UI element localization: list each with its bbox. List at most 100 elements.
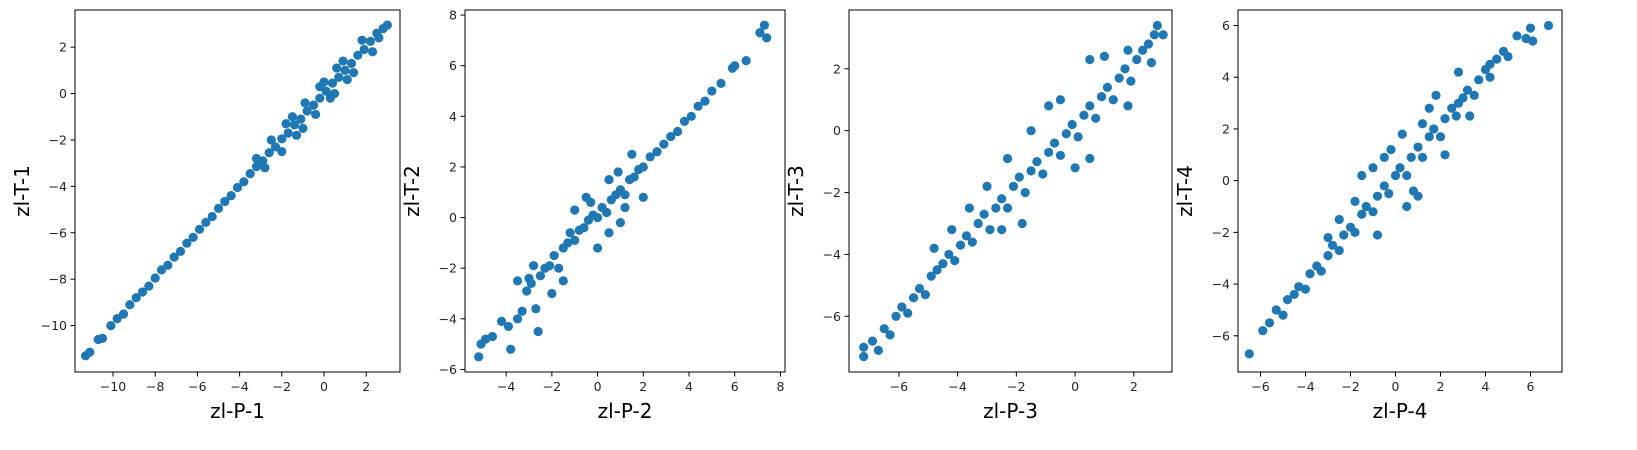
data-point <box>1384 188 1394 199</box>
data-point <box>315 81 325 92</box>
data-point <box>1126 76 1136 86</box>
data-point <box>570 235 580 245</box>
data-point <box>1026 126 1036 136</box>
x-tick-label: 8 <box>776 379 784 394</box>
x-tick-label: −4 <box>497 379 515 394</box>
data-point <box>1323 232 1333 243</box>
data-point <box>150 273 160 283</box>
data-point <box>1334 214 1344 225</box>
data-point <box>1334 245 1344 256</box>
data-point <box>1300 284 1311 294</box>
x-tick-label: 0 <box>320 379 328 394</box>
data-point <box>1339 230 1349 240</box>
data-point <box>346 58 357 68</box>
data-point <box>1372 230 1383 240</box>
data-point <box>239 177 249 187</box>
x-tick-label: 2 <box>1437 379 1445 394</box>
data-point <box>1512 31 1522 41</box>
data-point <box>1395 163 1405 173</box>
data-point <box>283 128 293 138</box>
data-point <box>1368 207 1378 217</box>
data-point <box>1327 240 1338 250</box>
scatter-points <box>474 20 772 362</box>
x-tick-label: 6 <box>731 379 739 394</box>
data-point <box>700 96 710 106</box>
data-point <box>1379 181 1389 191</box>
data-point <box>1465 111 1475 121</box>
data-point <box>604 175 614 185</box>
data-point <box>163 260 173 270</box>
data-point <box>873 345 883 355</box>
y-tick-label: −4 <box>49 179 67 194</box>
data-point <box>1528 36 1538 46</box>
data-point <box>1143 39 1154 49</box>
data-point <box>920 290 930 300</box>
data-point <box>1447 103 1457 113</box>
data-point <box>1485 72 1495 82</box>
data-point <box>201 217 211 227</box>
data-point <box>544 261 555 271</box>
data-point <box>1492 54 1502 64</box>
data-point <box>1453 67 1464 77</box>
data-point <box>1469 90 1479 100</box>
data-point <box>897 302 907 312</box>
data-point <box>1431 90 1441 100</box>
x-tick-label: −2 <box>543 379 561 394</box>
data-point <box>1099 51 1110 62</box>
data-point <box>524 273 534 283</box>
data-point <box>1049 138 1060 148</box>
data-point <box>982 181 992 191</box>
data-point <box>964 203 974 213</box>
y-tick-label: −2 <box>1212 225 1230 240</box>
data-point <box>762 33 772 43</box>
data-point <box>1408 186 1419 196</box>
y-axis-label: zl-T-2 <box>400 165 424 217</box>
data-point <box>487 331 498 342</box>
y-tick-label: −6 <box>49 225 67 240</box>
data-point <box>961 231 972 241</box>
data-point <box>512 276 523 286</box>
data-point <box>1067 119 1077 130</box>
data-point <box>1152 20 1162 31</box>
data-point <box>1271 305 1281 315</box>
axes-frame <box>74 9 401 373</box>
x-tick-label: 0 <box>1071 379 1079 394</box>
data-point <box>909 293 919 303</box>
y-tick-label: 4 <box>1222 70 1230 85</box>
y-tick-label: 2 <box>59 40 67 55</box>
y-tick-label: 0 <box>59 86 67 101</box>
data-point <box>1357 209 1367 219</box>
data-point <box>679 116 690 126</box>
data-point <box>1278 310 1288 320</box>
data-point <box>291 130 302 140</box>
subplot-4: −6 −4 −2 0 2 4 6 −6 −4 −2 0 2 4 6 zl-P-4 zl-T-4 <box>1173 9 1563 423</box>
x-tick-label: −4 <box>1296 379 1314 394</box>
data-point <box>353 50 363 60</box>
data-point <box>947 225 957 235</box>
data-point <box>1379 152 1389 162</box>
data-point <box>106 320 116 331</box>
data-point <box>730 61 740 71</box>
data-point <box>549 250 559 261</box>
data-point <box>503 321 514 332</box>
data-point <box>338 56 348 66</box>
x-tick-label: 2 <box>362 379 370 394</box>
data-point <box>602 207 612 218</box>
data-point <box>638 162 648 172</box>
data-point <box>315 93 325 103</box>
data-point <box>277 134 287 144</box>
data-point <box>1264 318 1275 328</box>
data-point <box>973 218 983 229</box>
data-point <box>144 281 154 291</box>
data-point <box>997 225 1007 235</box>
data-point <box>638 192 648 202</box>
x-tick-label: 2 <box>639 379 647 394</box>
data-point <box>359 44 369 55</box>
data-point <box>245 169 255 179</box>
data-point <box>1453 98 1464 108</box>
subplot-3: −6 −4 −2 0 2 −6 −4 −2 0 2 zl-P-3 zl-T-3 <box>784 9 1173 423</box>
x-tick-label: 2 <box>1130 379 1138 394</box>
data-point <box>1323 251 1333 261</box>
data-point <box>755 28 765 38</box>
data-point <box>950 256 960 266</box>
